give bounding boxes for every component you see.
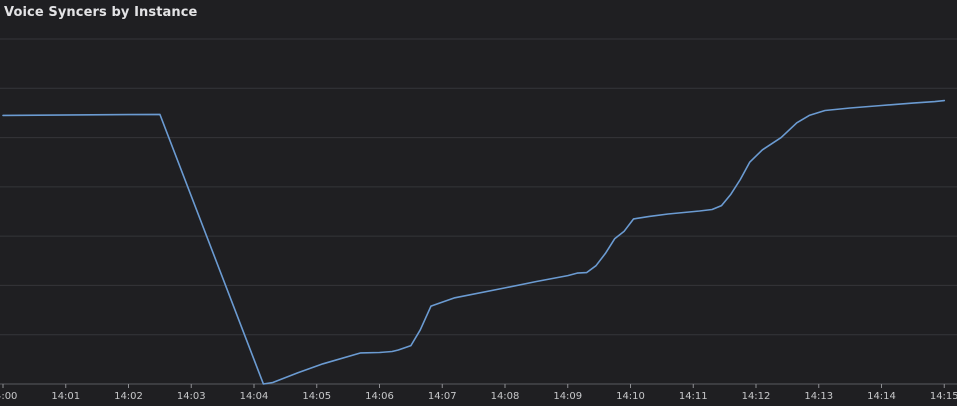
x-tick-label: 14:09 <box>553 391 582 402</box>
panel-title[interactable]: Voice Syncers by Instance <box>4 5 198 20</box>
series-line <box>2 99 946 385</box>
x-tick-label: 14:02 <box>114 391 143 402</box>
x-tick-label: 14:15 <box>930 391 957 402</box>
x-tick-label: 14:05 <box>302 391 331 402</box>
x-tick-label: 14:14 <box>867 391 896 402</box>
x-tick-label: 14:08 <box>491 391 520 402</box>
x-tick-label: 14:13 <box>804 391 833 402</box>
x-tick-label: 14:12 <box>742 391 771 402</box>
x-tick-label: 14:10 <box>616 391 645 402</box>
x-tick-label: 14:07 <box>428 391 457 402</box>
x-tick-label: 14:03 <box>177 391 206 402</box>
x-tick-label: 14:01 <box>51 391 80 402</box>
x-tick-label: 14:06 <box>365 391 394 402</box>
x-tick-label: 14:04 <box>240 391 269 402</box>
x-tick-label: 14:11 <box>679 391 708 402</box>
x-tick-label: 14:00 <box>0 391 17 402</box>
